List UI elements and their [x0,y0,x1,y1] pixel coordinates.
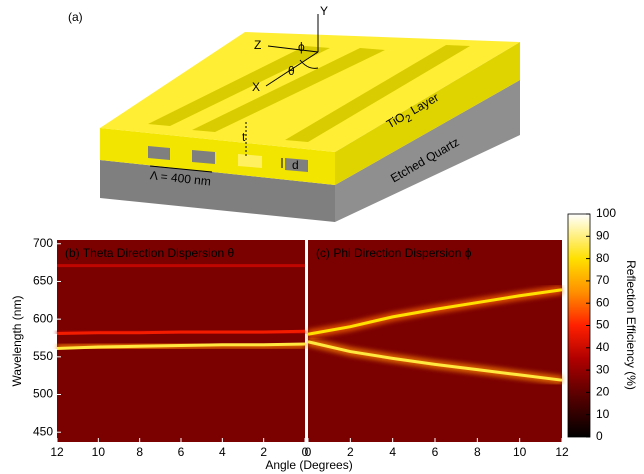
x-tick-label: 10 [92,445,106,459]
schematic: (a) Y Z X ϕ θ t d Λ = 400 nm TiO2 Layer … [68,4,520,222]
colorbar-tick-label: 90 [596,228,610,242]
colorbar-tick-label: 100 [596,206,616,220]
colorbar-tick-label: 30 [596,362,610,376]
x-tick-label: 6 [432,445,439,459]
x-axis-title: Angle (Degrees) [265,458,352,472]
dim-label: d [292,158,299,172]
x-tick-label: 4 [389,445,396,459]
colorbar-tick-label: 40 [596,340,610,354]
colorbar-tick-label: 0 [596,429,603,443]
colorbar-tick-label: 70 [596,273,610,287]
band [57,331,305,333]
x-tick-label: 6 [178,445,185,459]
panel-title: (b) Theta Direction Dispersion θ [65,246,235,260]
panel-label: (a) [68,10,83,24]
colorbar-tick-label: 10 [596,407,610,421]
y-tick-label: 550 [33,349,53,363]
x-tick-label: 2 [347,445,354,459]
x-tick-label: 4 [219,445,226,459]
colorbar-tick-label: 20 [596,385,610,399]
axis-label: Y [320,4,328,18]
y-tick-label: 650 [33,274,53,288]
angle-label: ϕ [298,40,305,54]
x-tick-label: 12 [50,445,64,459]
colorbar-tick-label: 80 [596,251,610,265]
y-tick-label: 500 [33,387,53,401]
notch [192,150,215,164]
page: (a) Y Z X ϕ θ t d Λ = 400 nm TiO2 Layer … [0,0,644,474]
notch [238,154,262,168]
panel-title: (c) Phi Direction Dispersion ϕ [316,246,472,260]
y-tick-label: 700 [33,236,53,250]
colorbar-title: Reflection Efficiency (%) [624,260,638,390]
figure: (a) Y Z X ϕ θ t d Λ = 400 nm TiO2 Layer … [0,0,644,474]
axis-label: X [252,80,260,94]
colorbar-tick-label: 60 [596,295,610,309]
angle-label: θ [288,64,295,78]
heatmap-background [308,240,562,442]
axis-label: Z [254,38,261,52]
x-tick-label: 8 [474,445,481,459]
x-tick-label: 2 [260,445,267,459]
y-tick-label: 450 [33,424,53,438]
y-axis-title: Wavelength (nm) [10,296,24,387]
x-tick-label: 10 [513,445,527,459]
x-tick-label: 8 [136,445,143,459]
x-tick-label: 12 [555,445,569,459]
charts: (b) Theta Direction Dispersion θ 12 10 8 6 4 2… [10,206,638,472]
x-tick-label: 0 [305,445,312,459]
y-tick-label: 600 [33,311,53,325]
colorbar-tick-label: 50 [596,318,610,332]
notch [148,146,170,160]
